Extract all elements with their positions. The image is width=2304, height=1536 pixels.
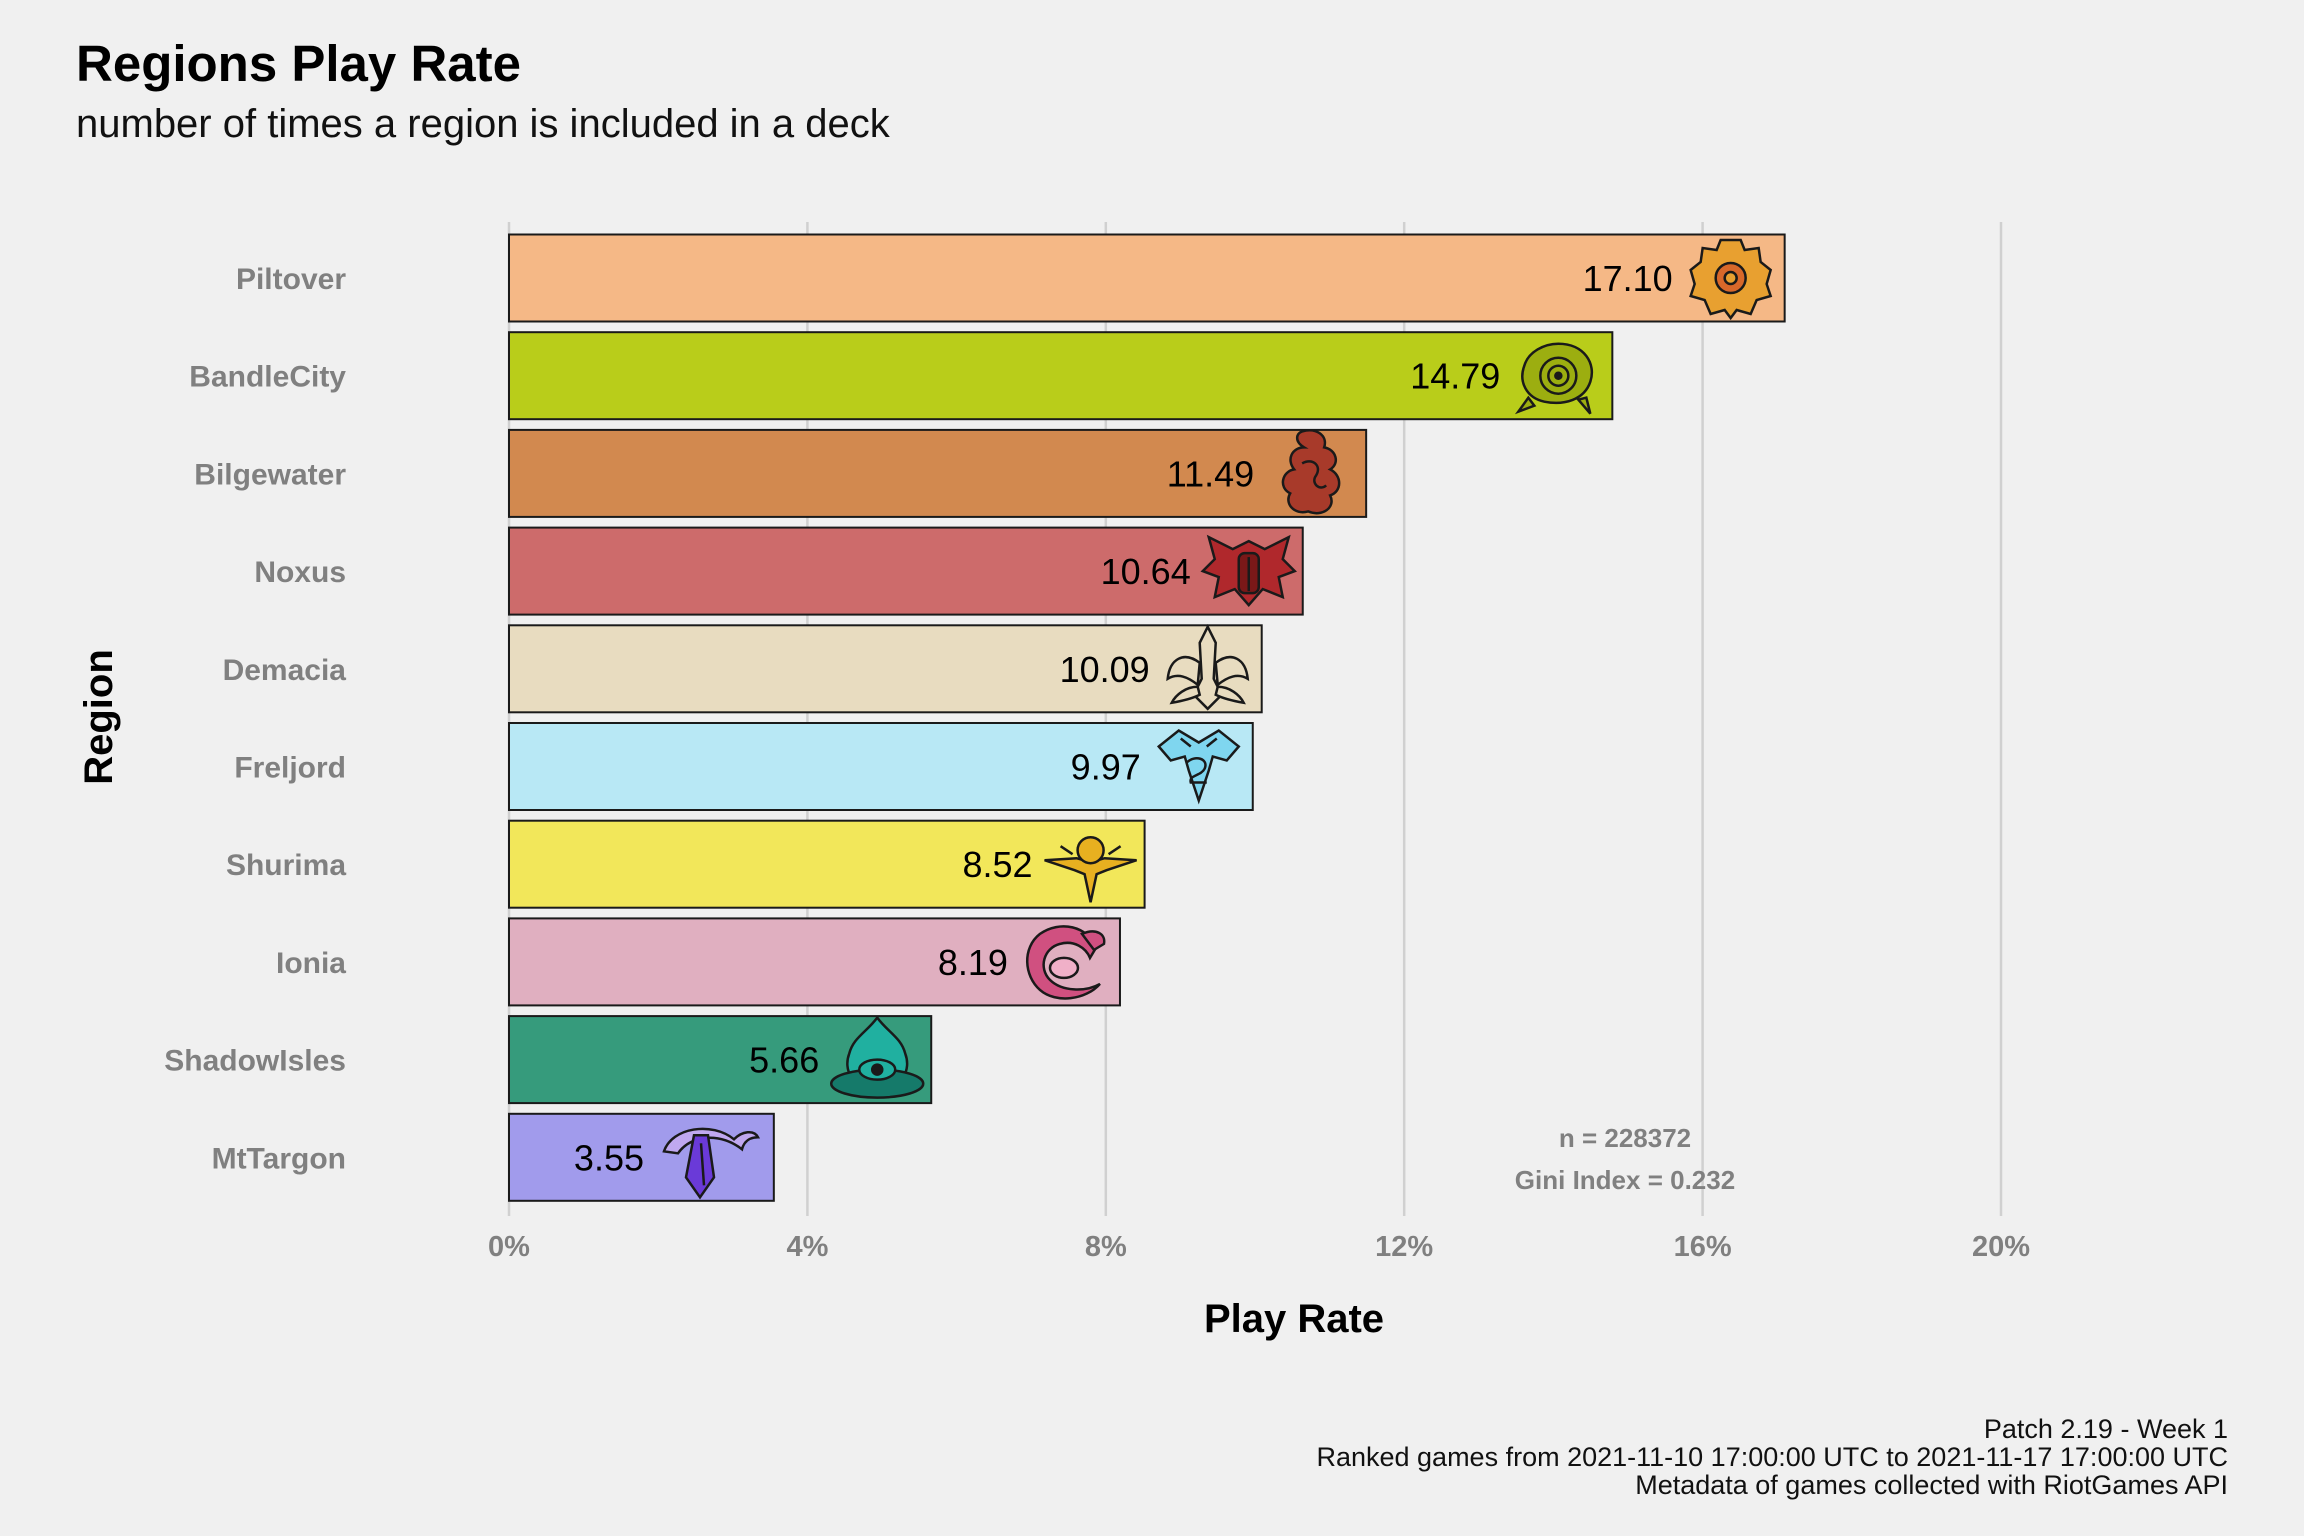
value-label: 14.79 [1410,356,1500,397]
x-tick-label: 12% [1375,1231,1433,1263]
bar [508,1112,775,1202]
x-tick-label: 8% [1085,1231,1127,1263]
shurima-icon [1044,835,1137,903]
bar [508,917,1121,1007]
caption-date-range: Ranked games from 2021-11-10 17:00:00 UT… [1316,1442,2228,1472]
bar [508,526,1304,616]
bars: 17.10 14.79 11.49 10.64 10.09 9.97 8.52 8.19 5.6… [508,233,1786,1202]
category-label: Bilgewater [194,458,346,491]
bar [508,624,1263,714]
category-label: ShadowIsles [164,1045,346,1078]
bar [508,428,1368,518]
category-label: Noxus [254,556,346,589]
gini-index-annotation: Gini Index = 0.232 [1515,1165,1735,1195]
freljord-icon [1156,728,1241,805]
mttargon-icon [662,1127,761,1200]
chart-title: Regions Play Rate [76,35,521,92]
value-label: 10.09 [1060,649,1150,690]
sample-size-annotation: n = 228372 [1559,1123,1691,1153]
bandlecity-icon [1514,342,1593,415]
chart-subtitle: number of times a region is included in … [76,102,890,146]
value-label: 8.52 [963,844,1033,885]
category-label: Ionia [276,947,346,980]
demacia-icon [1166,624,1250,711]
bar [508,233,1786,323]
category-label: Freljord [234,752,346,785]
value-label: 9.97 [1071,747,1141,788]
caption-patch: Patch 2.19 - Week 1 [1983,1414,2228,1444]
category-label: Shurima [226,849,346,882]
value-label: 8.19 [938,942,1008,983]
caption-source: Metadata of games collected with RiotGam… [1635,1470,2228,1500]
ionia-icon [1026,925,1106,1000]
x-tick-label: 0% [488,1231,530,1263]
category-labels: Piltover BandleCity Bilgewater Noxus Demacia… [164,263,346,1175]
value-label: 5.66 [749,1040,819,1081]
category-label: MtTargon [212,1142,346,1175]
bar [508,722,1254,811]
x-axis-ticks: 0% 4% 8% 12% 16% 20% [488,1231,2030,1263]
bilgewater-icon [1281,429,1341,515]
x-tick-label: 4% [786,1231,828,1263]
x-tick-label: 20% [1972,1231,2030,1263]
value-label: 11.49 [1167,453,1254,494]
piltover-icon [1689,238,1773,321]
value-label: 3.55 [574,1137,644,1178]
x-axis-label: Play Rate [1204,1297,1384,1341]
y-axis-label: Region [77,649,121,785]
category-label: BandleCity [189,361,346,394]
noxus-icon [1200,534,1298,607]
value-label: 10.64 [1101,551,1191,592]
category-label: Demacia [223,654,347,687]
x-tick-label: 16% [1674,1231,1732,1263]
shadowisles-icon [829,1015,925,1099]
bar [508,819,1146,909]
bar [508,331,1614,421]
value-label: 17.10 [1583,258,1673,299]
category-label: Piltover [236,263,346,296]
